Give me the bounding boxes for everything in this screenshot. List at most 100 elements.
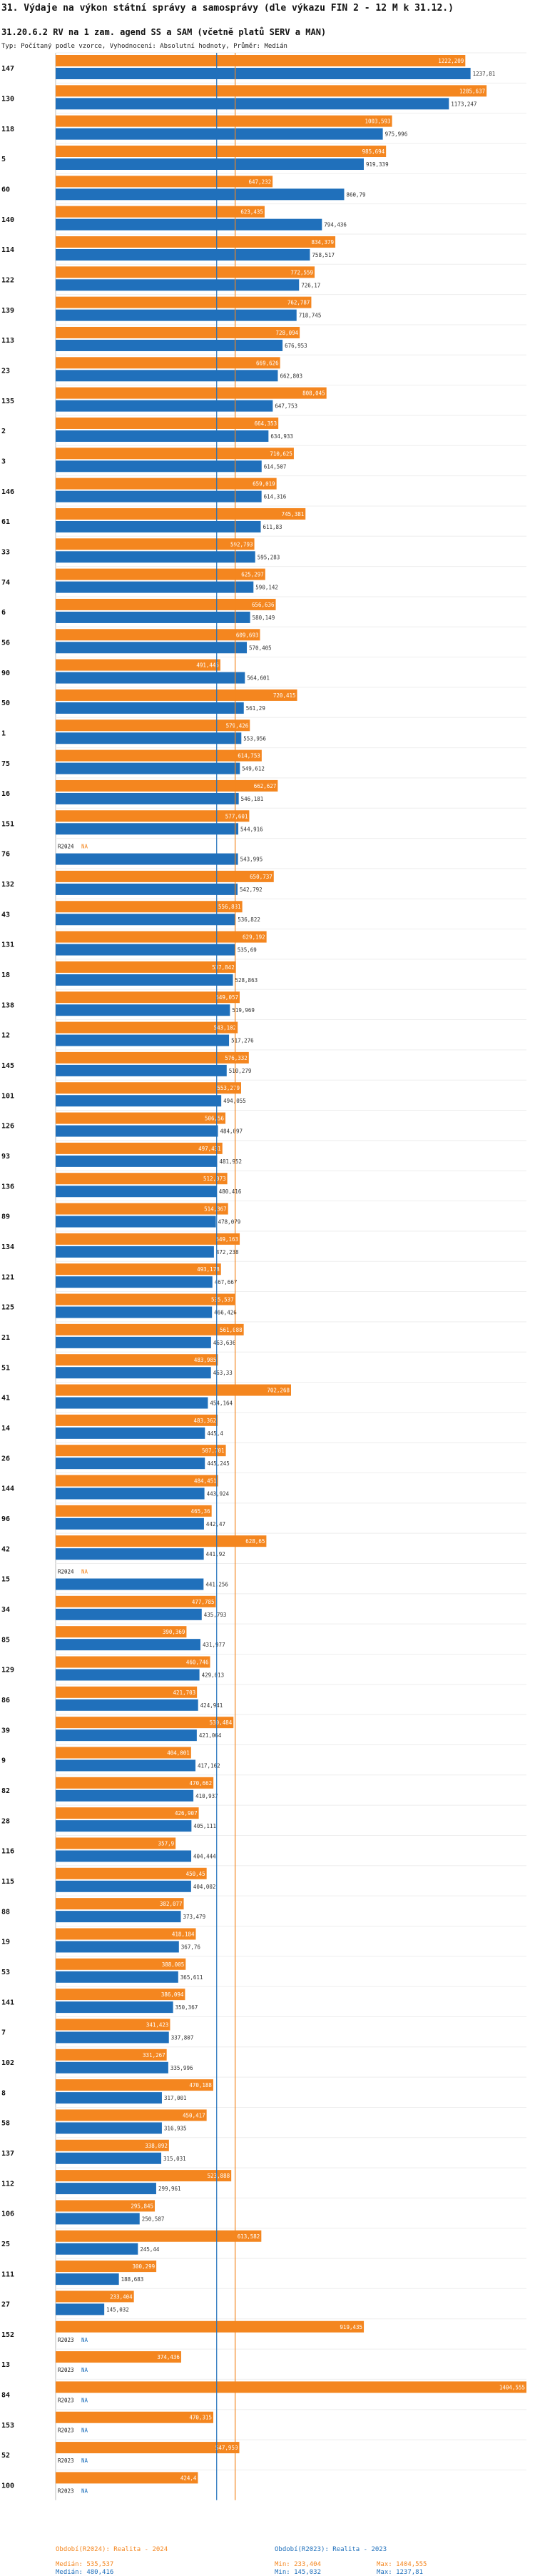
row-id-label: 18 [1, 971, 10, 979]
row-id-label: 27 [1, 2301, 10, 2309]
bar-r2023 [56, 2213, 140, 2225]
bar-r2023 [56, 1639, 200, 1651]
value-label-r2023: 245,44 [140, 2246, 160, 2253]
bar-r2023 [56, 370, 278, 382]
value-label-r2024: 720,415 [273, 692, 296, 699]
row-id-label: 153 [1, 2422, 14, 2430]
bar-r2024 [56, 901, 243, 913]
bar-r2024 [56, 85, 487, 97]
row-id-label: 13 [1, 2361, 10, 2369]
row-id-label: 53 [1, 1969, 10, 1976]
value-label-r2024: 470,188 [189, 2082, 212, 2088]
chart-subtitle: 31.20.6.2 RV na 1 zam. agend SS a SAM (v… [1, 27, 327, 37]
value-label-r2024: 579,426 [226, 722, 249, 729]
na-label-r2024: NA [81, 844, 88, 850]
bar-r2024 [56, 2139, 169, 2151]
row-id-label: 76 [1, 851, 10, 859]
value-label-r2023: 535,69 [238, 947, 257, 954]
value-label-r2023: 250,587 [142, 2216, 165, 2222]
value-label-r2023: 561,29 [246, 705, 265, 712]
bar-r2024 [56, 1082, 241, 1094]
bar-r2023 [56, 1246, 214, 1258]
bar-r2023 [56, 823, 239, 835]
row-id-label: 145 [1, 1062, 14, 1070]
value-label-r2024: 1003,593 [365, 118, 390, 125]
legend-r2024-max: Max: 1404,555 [377, 2561, 427, 2568]
value-label-r2023: 919,339 [366, 161, 389, 168]
row-id-label: 42 [1, 1545, 10, 1553]
bar-r2023 [56, 1276, 213, 1288]
bar-r2023 [56, 430, 269, 442]
bar-r2023 [56, 248, 310, 261]
bar-r2023 [56, 2001, 173, 2014]
value-label-r2023: 410,937 [195, 1793, 218, 1799]
bar-r2024 [56, 1807, 199, 1819]
value-label-r2023: 443,924 [207, 1491, 230, 1497]
value-label-r2024: 985,694 [362, 148, 385, 155]
value-label-r2024: 421,703 [173, 1689, 196, 1696]
row-id-label: 16 [1, 790, 10, 798]
value-label-r2023: 494,055 [223, 1098, 246, 1104]
bar-r2023 [56, 2152, 162, 2164]
value-label-r2023: 614,316 [264, 494, 287, 500]
row-id-label: 152 [1, 2331, 14, 2339]
value-label-r2023: 536,822 [238, 916, 260, 923]
value-label-r2024: 386,094 [161, 1991, 184, 1998]
value-label-r2023: 463,636 [213, 1340, 236, 1346]
legend-r2023-min: Min: 145,032 [275, 2569, 322, 2576]
value-label-r2023: 435,793 [204, 1612, 227, 1618]
value-label-r2023: 478,079 [218, 1219, 241, 1226]
value-label-r2024: 418,184 [172, 1931, 195, 1937]
value-label-r2024: 483,985 [194, 1357, 217, 1363]
value-label-r2023: 480,416 [219, 1188, 242, 1195]
value-label-r2023: 466,426 [214, 1310, 237, 1316]
bar-r2024 [56, 2351, 181, 2363]
row-id-label: 93 [1, 1153, 10, 1161]
bar-r2024 [56, 1263, 221, 1276]
value-label-r2024: 535,537 [211, 1297, 234, 1303]
bar-r2024 [56, 1445, 226, 1457]
row-id-label: 96 [1, 1515, 10, 1523]
bar-r2023 [56, 520, 261, 532]
bar-r2023 [56, 490, 262, 502]
value-label-r2023: 580,149 [253, 615, 275, 621]
row-id-label: 121 [1, 1273, 14, 1281]
row-id-label: 9 [1, 1757, 6, 1765]
bar-r2023 [56, 158, 364, 170]
bar-r2024 [56, 779, 278, 792]
row-id-label: 7 [1, 2029, 6, 2037]
bar-r2023 [56, 1729, 197, 1742]
bar-r2024 [56, 1293, 235, 1305]
value-label-r2024: 547,959 [215, 2445, 238, 2451]
series-label-r2023: R2023 [58, 2367, 74, 2373]
value-label-r2023: 634,933 [270, 433, 293, 440]
row-id-label: 39 [1, 1727, 10, 1734]
row-id-label: 3 [1, 458, 6, 465]
value-label-r2024: 609,693 [236, 632, 259, 638]
value-label-r2024: 507,701 [202, 1448, 225, 1454]
value-label-r2023: 614,507 [264, 463, 287, 470]
row-id-label: 75 [1, 760, 10, 768]
bar-r2024 [56, 1233, 240, 1245]
value-label-r2023: 417,162 [198, 1762, 220, 1769]
bar-r2023 [56, 792, 239, 804]
value-label-r2024: 404,001 [167, 1749, 190, 1756]
bar-r2023 [56, 1608, 202, 1620]
bar-r2023 [56, 339, 283, 351]
value-label-r2024: 662,627 [254, 783, 277, 789]
bar-r2024 [56, 1384, 291, 1396]
bar-r2024 [56, 507, 306, 520]
value-label-r2023: 1173,247 [451, 101, 477, 107]
bar-r2023 [56, 1517, 204, 1530]
value-label-r2024: 450,417 [183, 2112, 205, 2118]
row-id-label: 5 [1, 156, 6, 163]
value-label-r2023: 484,097 [220, 1128, 243, 1135]
value-label-r2023: 553,956 [243, 735, 266, 742]
value-label-r2023: 860,79 [346, 191, 365, 198]
value-label-r2023: 441,256 [205, 1582, 228, 1588]
bar-r2024 [56, 176, 273, 188]
value-label-r2024: 331,267 [143, 2052, 165, 2059]
bar-r2023 [56, 1759, 196, 1772]
value-label-r2023: 758,517 [312, 252, 335, 258]
bar-r2024 [56, 1777, 214, 1789]
